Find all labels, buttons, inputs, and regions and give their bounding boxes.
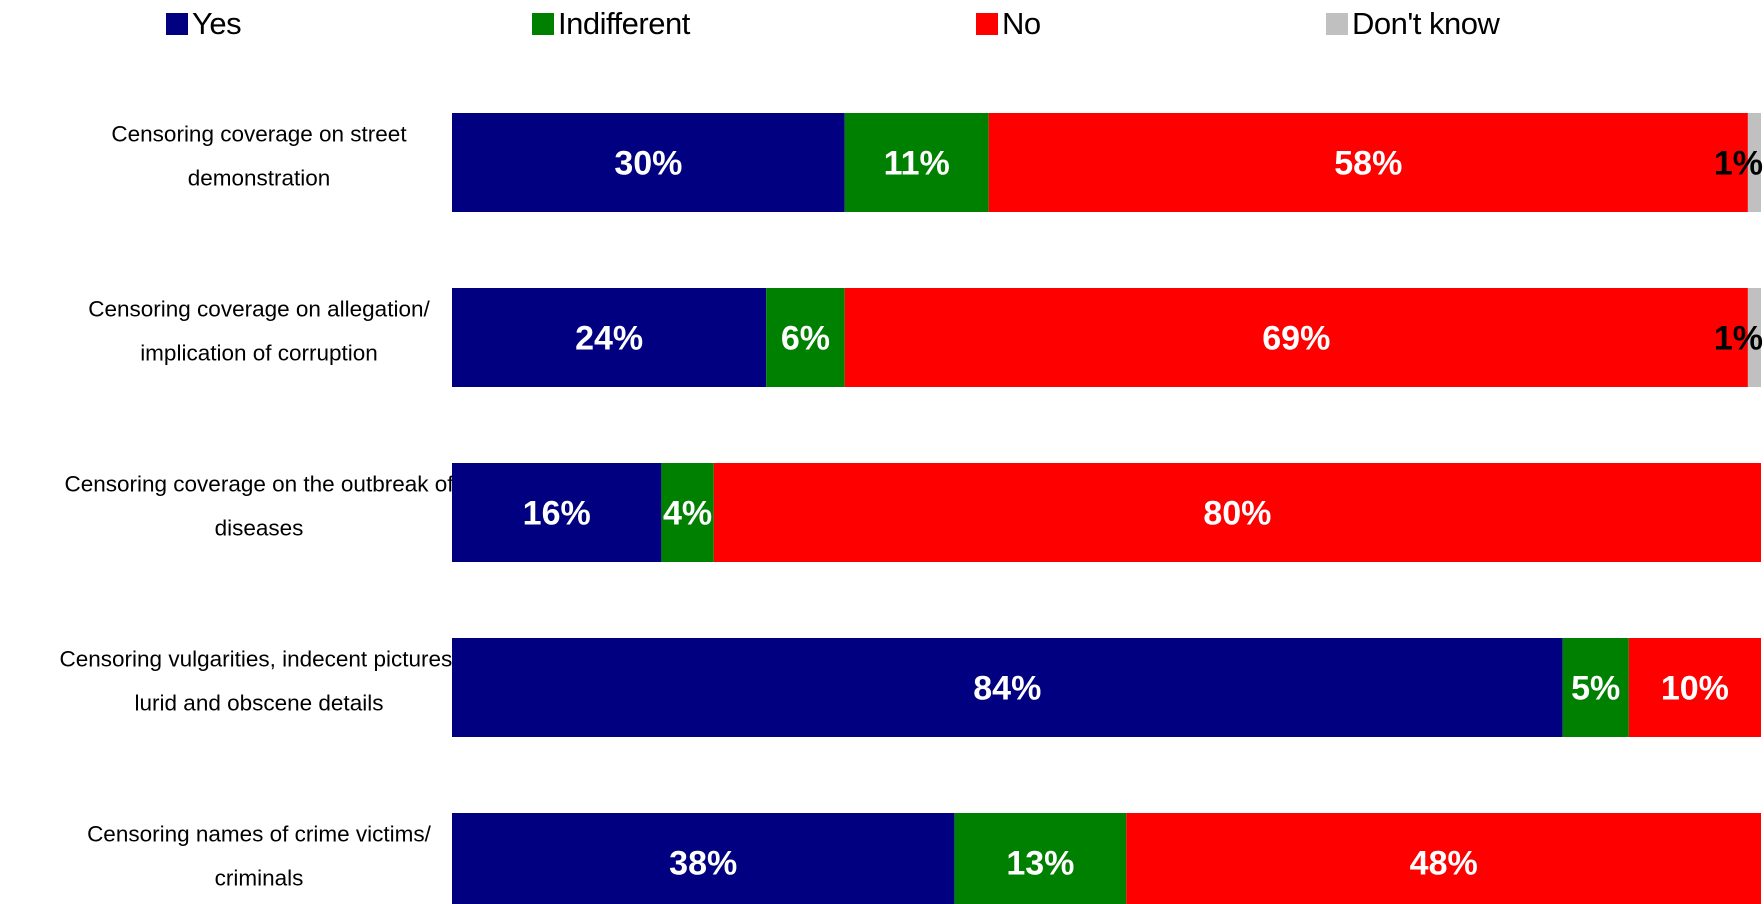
legend-item-yes: Yes <box>166 4 242 44</box>
data-label-yes: 30% <box>614 145 682 183</box>
legend-swatch-don-t-know <box>1326 13 1348 35</box>
legend-item-no: No <box>976 4 1041 44</box>
category-label: Censoring coverage on the outbreak of dis… <box>64 472 454 541</box>
bar-segment-indifferent <box>1562 638 1629 737</box>
category-label-line: criminals <box>215 866 304 891</box>
bar-segment-indifferent <box>844 113 989 212</box>
bar-segment-indifferent <box>661 463 714 562</box>
bar-segment-indifferent <box>766 288 845 387</box>
legend-item-indifferent: Indifferent <box>532 4 690 44</box>
data-label-no: 69% <box>1262 320 1330 358</box>
legend-label-yes: Yes <box>192 6 242 41</box>
bar-segment-no <box>844 288 1748 387</box>
bar-segment-no <box>1628 638 1761 737</box>
data-label-don-t-know: 1% <box>1714 145 1763 183</box>
legend-item-don-t-know: Don't know <box>1326 4 1500 44</box>
data-label-no: 80% <box>1203 495 1271 533</box>
category-label: Censoring coverage on street demonstratio… <box>111 122 407 191</box>
bar-segment-yes <box>452 288 767 387</box>
legend-swatch-indifferent <box>532 13 554 35</box>
data-label-indifferent: 6% <box>781 320 830 358</box>
data-label-yes: 24% <box>575 320 643 358</box>
legend-swatch-no <box>976 13 998 35</box>
data-label-indifferent: 4% <box>663 495 712 533</box>
category-label: Censoring coverage on allegation/implica… <box>88 297 430 366</box>
legend-label-indifferent: Indifferent <box>558 6 690 41</box>
data-label-indifferent: 13% <box>1006 845 1074 883</box>
legend-swatch-yes <box>166 13 188 35</box>
category-label-line: Censoring coverage on allegation/ <box>88 297 430 322</box>
bar-segment-yes <box>452 638 1563 737</box>
data-label-yes: 16% <box>523 495 591 533</box>
bar-segment-yes <box>452 113 845 212</box>
bar-segment-no <box>988 113 1748 212</box>
bar-segment-don-t-know <box>1747 113 1761 212</box>
legend-label-don-t-know: Don't know <box>1352 6 1500 41</box>
legend-label-no: No <box>1002 6 1041 41</box>
legend: Yes Indifferent No Don't know <box>0 0 1764 60</box>
bar-segment-no <box>1126 813 1761 904</box>
data-label-no: 58% <box>1334 145 1402 183</box>
data-label-no: 10% <box>1661 670 1729 708</box>
data-label-don-t-know: 1% <box>1714 320 1763 358</box>
category-label-line: Censoring coverage on street <box>111 122 407 147</box>
data-label-yes: 84% <box>973 670 1041 708</box>
bar-segment-yes <box>452 463 662 562</box>
data-label-indifferent: 5% <box>1571 670 1620 708</box>
data-label-no: 48% <box>1410 845 1478 883</box>
category-label-line: Censoring names of crime victims/ <box>87 822 432 847</box>
category-label-line: lurid and obscene details <box>135 691 384 716</box>
bar-segment-don-t-know <box>1747 288 1761 387</box>
category-label: Censoring names of crime victims/crimina… <box>87 822 432 891</box>
bar-segment-indifferent <box>954 813 1127 904</box>
data-label-indifferent: 11% <box>884 145 950 183</box>
bar-segment-no <box>713 463 1761 562</box>
category-label-line: Censoring coverage on the outbreak of <box>64 472 454 497</box>
data-label-yes: 38% <box>669 845 737 883</box>
category-label: Censoring vulgarities, indecent pictures… <box>60 647 459 716</box>
category-label-line: Censoring vulgarities, indecent pictures… <box>60 647 459 672</box>
category-label-line: implication of corruption <box>140 341 378 366</box>
bar-segment-yes <box>452 813 955 904</box>
category-label-line: demonstration <box>188 166 331 191</box>
category-label-line: diseases <box>215 516 304 541</box>
